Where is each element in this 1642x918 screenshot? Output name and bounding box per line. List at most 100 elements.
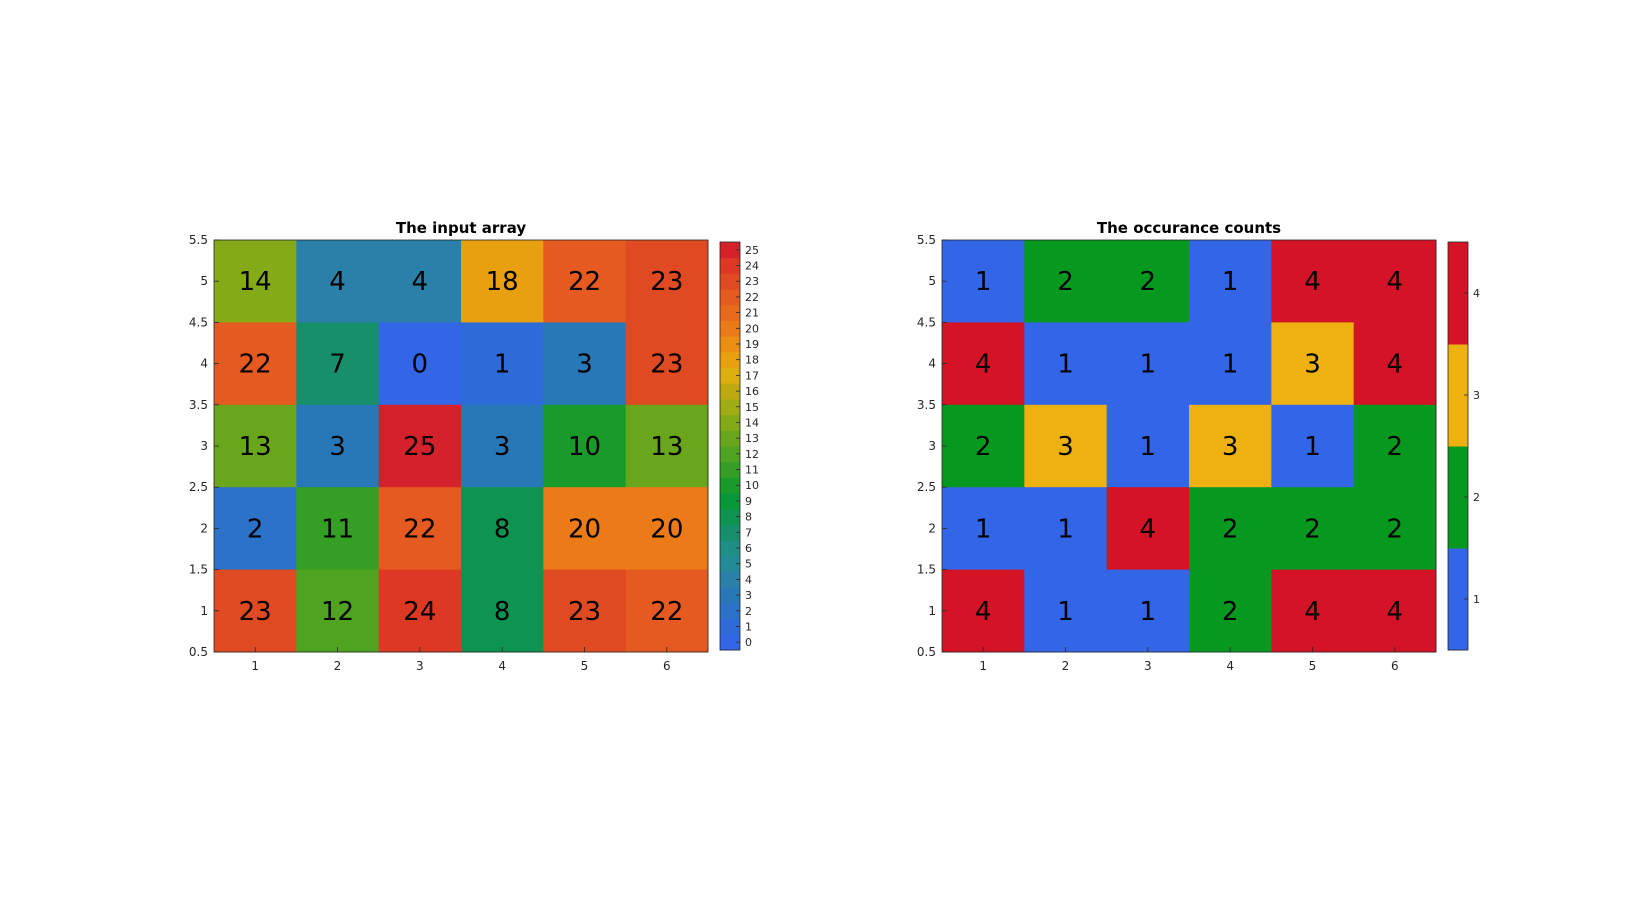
heatmap-cell [942,569,1025,653]
colorbar: 0123456789101112131415161718192021222324… [719,241,759,651]
heatmap-cell [543,569,627,653]
colorbar-tick-label: 20 [745,322,759,335]
y-tick-label: 5.5 [189,233,208,247]
colorbar-tick-label: 13 [745,432,759,445]
y-tick-label: 2 [200,521,208,535]
heatmap-cell [1024,404,1108,488]
heatmap-cell [543,240,627,323]
cell-value-label: 23 [650,350,683,380]
y-tick-label: 4.5 [917,315,936,329]
colorbar-tick-label: 8 [745,511,752,524]
cell-value-label: 2 [1057,267,1074,297]
heatmap-cell [543,404,627,488]
cell-value-label: 2 [1222,597,1239,627]
cell-value-label: 24 [403,597,436,627]
heatmap-cell [1106,322,1190,406]
heatmap-cell [1353,487,1437,571]
colorbar-segment [720,524,740,541]
cell-value-label: 1 [1222,350,1239,380]
colorbar-segment [1448,344,1468,447]
colorbar-tick-label: 16 [745,385,759,398]
x-tick-label: 6 [663,659,671,673]
heatmap-cell [1271,240,1355,323]
heatmap-cell [625,322,709,406]
colorbar-tick-label: 7 [745,526,752,539]
x-tick-label: 4 [498,659,506,673]
cell-value-label: 1 [1140,597,1157,627]
cell-value-label: 22 [650,597,683,627]
heatmap-cell [1024,240,1108,323]
x-tick-label: 1 [251,659,259,673]
heatmap-cell [378,240,462,323]
cell-value-label: 13 [239,432,272,462]
heatmap-cell [378,569,462,653]
cell-value-label: 23 [239,597,272,627]
y-tick-label: 2.5 [189,480,208,494]
heatmap-cell [1024,322,1108,406]
chart-title: The occurance counts [1097,219,1281,237]
heatmap-cell [461,569,544,653]
colorbar-tick-label: 2 [1473,491,1480,504]
colorbar-tick-label: 3 [1473,389,1480,402]
colorbar-tick-label: 6 [745,542,752,555]
colorbar-segment [720,508,740,525]
colorbar-tick-label: 23 [745,275,759,288]
cell-value-label: 18 [486,267,519,297]
colorbar-frame [719,241,741,651]
y-tick-label: 1.5 [189,563,208,577]
colorbar-tick-label: 1 [1473,593,1480,606]
cell-value-label: 4 [975,597,992,627]
y-tick-label: 5 [200,274,208,288]
cell-value-label: 8 [494,597,511,627]
colorbar: 1 2 3 4 [1447,241,1480,651]
heatmap-cell [625,569,709,653]
heatmap-cell [1189,404,1272,488]
cell-value-label: 4 [412,267,429,297]
cell-value-label: 3 [1057,432,1074,462]
heatmap-cell [1106,240,1190,323]
colorbar-segment [720,289,740,306]
cell-value-label: 4 [1304,597,1321,627]
y-tick-label: 3 [200,439,208,453]
colorbar-segment [1448,446,1468,549]
cell-value-label: 2 [247,514,264,544]
heatmap-cell [1353,322,1437,406]
colorbar-segment [720,304,740,321]
heatmap-cell [942,240,1025,323]
x-tick-label: 5 [581,659,589,673]
colorbar-segment [720,602,740,620]
cell-value-label: 1 [1057,597,1074,627]
x-tick-label: 3 [1144,659,1152,673]
heatmap-cell [1353,404,1437,488]
colorbar-segment [720,461,740,478]
cell-value-label: 22 [568,267,601,297]
cell-value-label: 22 [403,514,436,544]
heatmap-cell [378,404,462,488]
colorbar-tick-label: 10 [745,479,759,492]
y-axis: 0.5 1 1.5 2 2.5 3 3.5 4 4.5 5 5.5 [917,233,947,659]
colorbar-segment [720,634,740,651]
cell-value-label: 23 [568,597,601,627]
heatmap-cell [1271,404,1355,488]
y-tick-label: 1 [928,604,936,618]
heatmap-cell [461,240,544,323]
heatmap-cell [1189,569,1272,653]
heatmap-cell [296,569,380,653]
heatmap-cell [1353,240,1437,323]
colorbar-segment [720,540,740,557]
colorbar-segment [720,367,740,384]
cell-value-label: 1 [494,350,511,380]
colorbar-tick-label: 24 [745,260,759,273]
heatmap-cell [625,404,709,488]
heatmap-cell [296,404,380,488]
heatmap-cell [1189,240,1272,323]
colorbar-tick-label: 9 [745,495,752,508]
y-tick-label: 5.5 [917,233,936,247]
colorbar-tick-label: 4 [1473,287,1480,300]
colorbar-tick-label: 22 [745,291,759,304]
heatmap-cell [1271,487,1355,571]
cell-value-label: 1 [975,514,992,544]
heatmap-cell [378,487,462,571]
colorbar-tick-label: 2 [745,605,752,618]
